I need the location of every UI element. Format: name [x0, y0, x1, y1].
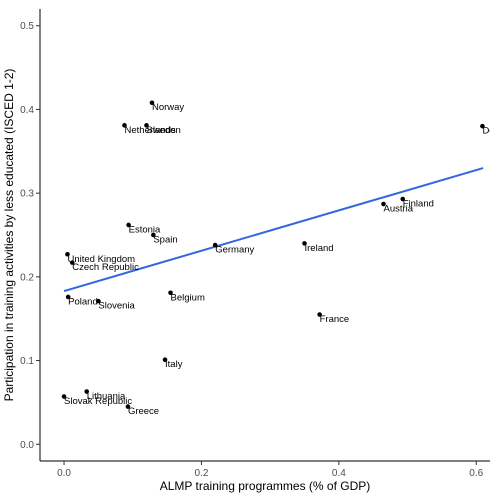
point-label: Finland: [403, 199, 434, 210]
y-tick-label: 0.1: [20, 356, 34, 367]
y-axis-title: Participation in training activities by …: [2, 69, 16, 402]
data-point: [126, 222, 131, 228]
data-point: [96, 298, 101, 304]
plot-area: 0.0 0.1 0.2 0.3 0.4 0.5 0.0 0.2 0.4 0.6 Norway Neth…: [20, 9, 500, 479]
data-point: [381, 201, 386, 207]
data-point: [212, 242, 218, 248]
y-tick-label: 0.0: [20, 440, 34, 451]
x-tick-label: 0.4: [332, 468, 346, 479]
point-label: Spain: [153, 235, 177, 246]
point-label: Slovenia: [98, 301, 135, 312]
data-point: [65, 251, 70, 257]
point-label: Austria: [384, 204, 414, 215]
data-point: [168, 290, 173, 296]
y-tick-label: 0.4: [20, 105, 34, 116]
x-tick-label: 0.2: [194, 468, 208, 479]
point-label: Estonia: [129, 224, 161, 235]
point-label: Slovak Republic: [64, 396, 132, 407]
data-point: [84, 389, 90, 394]
y-tick-label: 0.3: [20, 189, 34, 200]
point-label: Czech Republic: [72, 262, 139, 273]
point-label: France: [320, 314, 350, 325]
point-label: Norway: [152, 102, 184, 113]
point-label: Belgium: [171, 292, 205, 303]
point-label: Lithuania: [87, 391, 126, 402]
point-label: Poland: [68, 296, 98, 307]
data-point: [144, 123, 149, 128]
point-label: Italy: [165, 359, 183, 370]
data-point: [149, 100, 155, 106]
data-point: [122, 123, 127, 128]
y-tick-label: 0.2: [20, 272, 34, 283]
point-label: United Kingdom: [67, 254, 135, 265]
data-point: [61, 394, 67, 399]
data-point: [65, 294, 71, 300]
y-tick-label: 0.5: [20, 21, 34, 32]
x-tick-label: 0.0: [57, 468, 71, 479]
data-point: [69, 260, 75, 265]
point-label: Sweden: [146, 125, 180, 136]
x-tick-label: 0.6: [469, 468, 483, 479]
data-point: [162, 357, 168, 363]
data-point: [317, 312, 322, 317]
point-label: Greece: [128, 406, 159, 417]
point-label: Denmark: [482, 126, 500, 137]
point-label: Netherlands: [125, 125, 176, 136]
data-point: [302, 241, 307, 246]
regression-line: [63, 167, 484, 293]
data-point: [151, 232, 156, 238]
data-point: [400, 196, 406, 202]
point-label: Ireland: [305, 243, 334, 254]
data-point: [480, 123, 485, 129]
point-label: Germany: [215, 245, 254, 256]
x-axis-title: ALMP training programmes (% of GDP): [160, 479, 371, 493]
data-point: [125, 404, 131, 409]
